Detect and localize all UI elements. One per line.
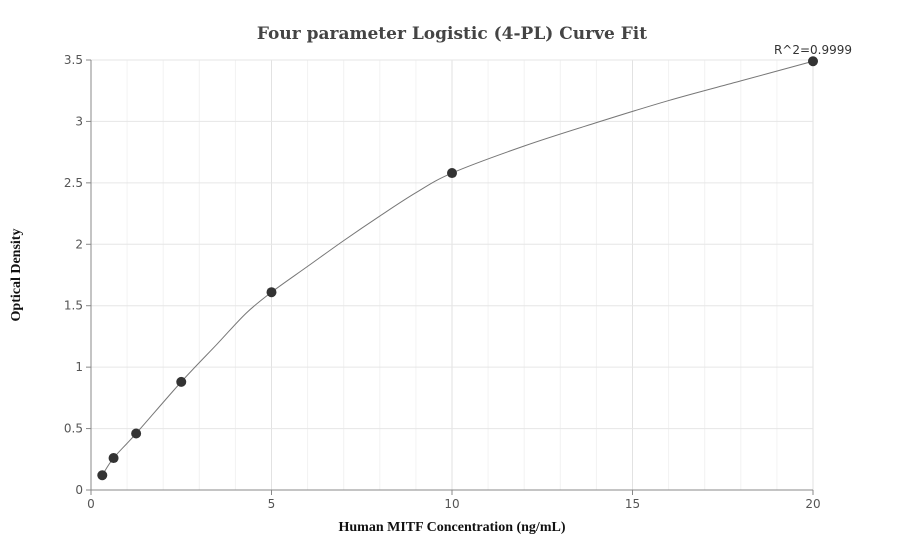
data-point — [176, 376, 187, 387]
y-tick-label: 0 — [75, 483, 83, 497]
y-tick-label: 1 — [75, 360, 83, 374]
grid — [90, 59, 814, 491]
chart-title: Four parameter Logistic (4-PL) Curve Fit — [257, 24, 647, 44]
y-axis-title: Optical Density — [9, 229, 24, 322]
x-tick-label: 20 — [805, 497, 820, 511]
x-tick-label: 10 — [444, 497, 459, 511]
x-tick-labels: 0 5 10 15 20 — [87, 497, 820, 511]
data-points — [97, 56, 818, 481]
y-tick-label: 3 — [75, 114, 83, 128]
x-tick-label: 0 — [87, 497, 95, 511]
y-tick-label: 3.5 — [64, 53, 83, 67]
x-tick-label: 15 — [625, 497, 640, 511]
data-point — [266, 287, 277, 298]
data-point — [447, 168, 457, 179]
data-point — [808, 56, 818, 67]
x-axis-title: Human MITF Concentration (ng/mL) — [339, 520, 566, 535]
y-tick-label: 1.5 — [64, 299, 83, 313]
r-squared-annotation: R^2=0.9999 — [774, 43, 852, 57]
y-tick-label: 0.5 — [64, 422, 83, 436]
data-point — [131, 428, 142, 439]
y-tick-label: 2 — [75, 237, 83, 251]
y-tick-label: 2.5 — [64, 176, 83, 190]
axes — [86, 59, 814, 495]
fit-curve — [101, 60, 814, 476]
x-tick-label: 5 — [268, 497, 276, 511]
data-point — [97, 470, 108, 481]
data-point — [108, 453, 119, 464]
y-tick-labels: 0 0.5 1 1.5 2 2.5 3 3.5 — [64, 53, 83, 497]
